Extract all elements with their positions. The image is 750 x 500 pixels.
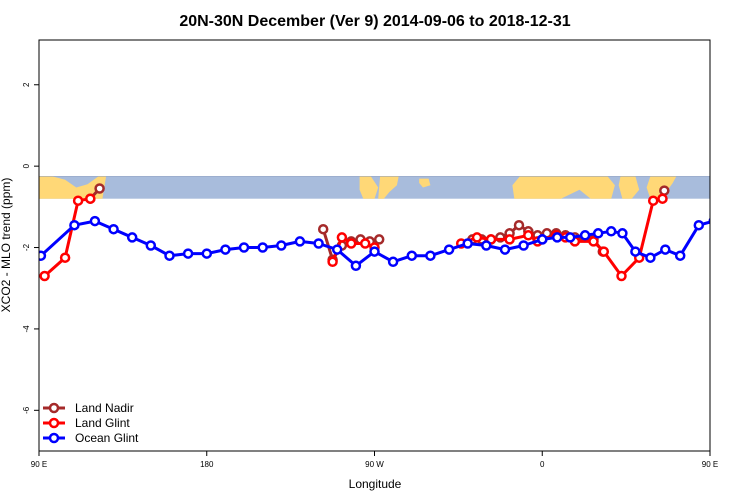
data-point (645, 252, 656, 263)
x-tick-label: 0 (540, 460, 545, 469)
legend-item-land-nadir: Land Nadir (43, 401, 134, 415)
data-point (294, 236, 306, 247)
data-point (523, 230, 534, 241)
x-axis-label: Longitude (349, 477, 402, 491)
data-point (387, 256, 399, 268)
data-point (630, 246, 641, 257)
legend-label: Land Glint (75, 416, 130, 430)
data-point (327, 256, 338, 268)
data-point (588, 236, 599, 247)
legend-marker (48, 417, 60, 429)
data-point (659, 185, 670, 196)
data-point (373, 234, 385, 245)
data-point (164, 250, 175, 261)
world-map-band (39, 176, 710, 199)
legend-marker (48, 402, 60, 414)
x-tick-label: 180 (200, 460, 214, 469)
data-point (69, 219, 80, 231)
legend-item-ocean-glint: Ocean Glint (43, 431, 139, 445)
data-point (693, 219, 705, 231)
data-point (359, 238, 371, 249)
y-tick-label: 2 (22, 82, 31, 87)
plot-area (38, 39, 736, 452)
land-florida (419, 178, 431, 188)
x-tick-label: 90 E (702, 460, 718, 469)
data-point (513, 219, 525, 231)
data-point (564, 232, 576, 243)
data-point (647, 195, 659, 206)
data-point (657, 193, 668, 204)
data-point (89, 215, 101, 227)
legend-item-land-glint: Land Glint (43, 416, 130, 430)
data-point (660, 244, 671, 255)
data-point (592, 228, 604, 239)
data-point (94, 183, 105, 194)
data-point (551, 232, 563, 243)
y-tick-label: -2 (22, 243, 31, 251)
data-point (85, 193, 96, 204)
legend-label: Land Nadir (75, 401, 134, 415)
data-point (605, 226, 617, 237)
land-baja (359, 176, 379, 199)
series-layer (39, 183, 736, 282)
data-point (276, 240, 287, 251)
data-point (617, 228, 628, 239)
data-point (313, 238, 324, 249)
legend-marker (48, 432, 60, 444)
legend-label: Ocean Glint (75, 431, 139, 445)
data-point (598, 246, 610, 257)
data-point (39, 270, 50, 282)
x-tick-label: 90 W (365, 460, 384, 469)
land-india (618, 176, 640, 199)
data-point (257, 242, 268, 253)
data-point (345, 238, 357, 249)
data-point (471, 232, 483, 243)
data-point (220, 244, 231, 255)
data-point (126, 232, 138, 243)
data-point (499, 244, 511, 255)
y-axis-label: XCO2 - MLO trend (ppm) (0, 178, 13, 313)
data-point (238, 242, 250, 253)
data-point (39, 250, 47, 261)
land-mexico (378, 176, 399, 199)
data-point (317, 223, 329, 235)
data-point (59, 252, 71, 263)
data-point (201, 248, 213, 259)
data-point (350, 260, 362, 272)
y-axis: 2 0 -2 -4 -6 (22, 82, 39, 414)
series-ocean-glint (39, 215, 736, 272)
data-point (443, 244, 455, 255)
data-point (331, 244, 343, 255)
data-point (674, 250, 686, 261)
x-axis: 90 E 180 90 W 0 90 E (31, 451, 718, 469)
data-point (425, 250, 436, 261)
chart-title: 20N-30N December (Ver 9) 2014-09-06 to 2… (179, 13, 570, 30)
data-point (537, 234, 548, 245)
x-tick-label: 90 E (31, 460, 47, 469)
data-point (708, 217, 710, 225)
land-africa-arabia (512, 176, 615, 199)
y-tick-label: 0 (22, 163, 31, 168)
data-point (462, 238, 473, 249)
data-point (518, 240, 529, 251)
land-asia-west (39, 176, 107, 199)
y-tick-label: -4 (22, 325, 31, 333)
series-line (43, 197, 91, 278)
data-point (616, 270, 627, 282)
data-point (108, 223, 119, 235)
data-point (579, 230, 591, 241)
data-point (182, 248, 194, 259)
y-tick-label: -6 (22, 406, 31, 414)
data-point (72, 195, 84, 206)
data-point (369, 246, 380, 257)
data-point (145, 240, 157, 251)
data-point (336, 232, 348, 243)
data-point (504, 234, 515, 245)
data-point (406, 250, 418, 261)
data-point (728, 225, 736, 233)
data-point (481, 240, 492, 251)
